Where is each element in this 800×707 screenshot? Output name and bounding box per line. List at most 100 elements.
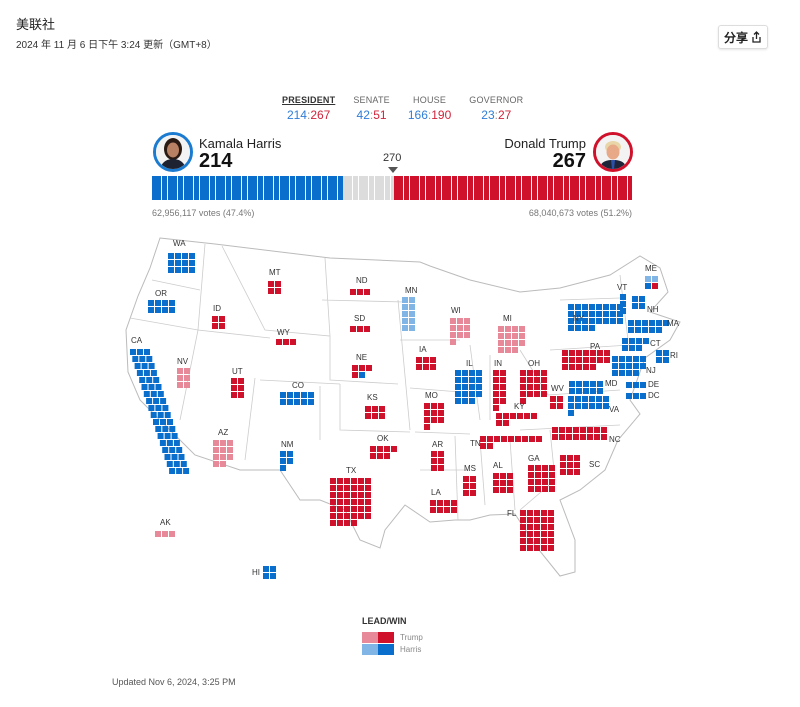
- state-wy[interactable]: [276, 339, 296, 345]
- state-nj[interactable]: [612, 356, 646, 376]
- state-wv[interactable]: [550, 396, 563, 409]
- electoral-tile: [227, 447, 233, 453]
- electoral-tile: [480, 436, 486, 442]
- state-mi[interactable]: [498, 326, 525, 353]
- state-il[interactable]: [455, 370, 482, 404]
- electoral-tile: [501, 436, 507, 442]
- electoral-tile: [457, 318, 463, 324]
- electoral-tile: [541, 531, 547, 537]
- state-co[interactable]: [280, 392, 314, 405]
- tab-senate[interactable]: SENATE 42:51: [353, 95, 390, 122]
- tab-house[interactable]: HOUSE 166:190: [407, 95, 452, 122]
- electoral-tile: [287, 458, 293, 464]
- state-ok[interactable]: [370, 446, 397, 459]
- electoral-tile: [559, 427, 565, 433]
- electoral-tile: [541, 377, 547, 383]
- electoral-tile: [596, 311, 602, 317]
- state-tx[interactable]: [330, 478, 371, 526]
- electoral-tile: [596, 304, 602, 310]
- electoral-tile: [663, 320, 669, 326]
- electoral-tile: [153, 398, 160, 404]
- state-nd[interactable]: [350, 289, 370, 295]
- electoral-tile: [567, 469, 573, 475]
- state-dc[interactable]: [626, 393, 646, 399]
- electoral-tile: [462, 384, 468, 390]
- state-sd[interactable]: [350, 326, 370, 332]
- state-ri[interactable]: [656, 350, 669, 363]
- electoral-tile: [640, 356, 646, 362]
- state-az[interactable]: [213, 440, 233, 467]
- state-mt[interactable]: [268, 281, 281, 294]
- electoral-tile: [626, 393, 632, 399]
- electoral-tile: [500, 398, 506, 404]
- state-mn[interactable]: [402, 297, 415, 331]
- tab-governor[interactable]: GOVERNOR 23:27: [469, 95, 524, 122]
- electoral-tile: [280, 465, 286, 471]
- state-nc[interactable]: [552, 427, 607, 440]
- electoral-tile: [520, 377, 526, 383]
- source-name: 美联社: [16, 17, 56, 32]
- electoral-tile: [534, 377, 540, 383]
- state-ga[interactable]: [528, 465, 555, 492]
- electoral-tile: [493, 487, 499, 493]
- state-ma[interactable]: [628, 320, 669, 333]
- trump-ev: 267: [552, 150, 586, 172]
- electoral-tile: [663, 357, 669, 363]
- state-va[interactable]: [568, 396, 609, 416]
- state-ut[interactable]: [231, 378, 244, 398]
- threshold-marker-icon: [388, 167, 398, 173]
- electoral-tile: [549, 472, 555, 478]
- state-ia[interactable]: [416, 357, 436, 370]
- electoral-tile: [519, 340, 525, 346]
- state-ak[interactable]: [155, 531, 175, 537]
- electoral-tile: [476, 370, 482, 376]
- state-tn[interactable]: [480, 436, 542, 449]
- state-me[interactable]: [645, 276, 658, 289]
- state-nh[interactable]: [632, 296, 645, 309]
- state-al[interactable]: [493, 473, 513, 493]
- electoral-tile: [619, 363, 625, 369]
- state-or[interactable]: [148, 300, 175, 313]
- electoral-tile: [587, 434, 593, 440]
- state-ca[interactable]: [130, 349, 190, 474]
- share-button[interactable]: 分享: [718, 25, 768, 49]
- state-ar[interactable]: [431, 451, 444, 471]
- electoral-tile: [344, 506, 350, 512]
- state-de[interactable]: [626, 382, 646, 388]
- electoral-tile: [541, 391, 547, 397]
- electoral-tile: [527, 538, 533, 544]
- state-nm[interactable]: [280, 451, 293, 471]
- state-hi[interactable]: [263, 566, 276, 579]
- state-in[interactable]: [493, 370, 506, 411]
- electoral-tile: [652, 276, 658, 282]
- electoral-tile: [268, 288, 274, 294]
- state-wi[interactable]: [450, 318, 470, 345]
- electoral-tile: [568, 318, 574, 324]
- state-pa[interactable]: [562, 350, 610, 370]
- state-md[interactable]: [569, 381, 603, 394]
- state-sc[interactable]: [560, 455, 580, 475]
- state-ne[interactable]: [352, 365, 372, 378]
- race-tabs: PRESIDENT 214:267 SENATE 42:51 HOUSE 166:19…: [282, 95, 523, 122]
- electoral-tile: [597, 388, 603, 394]
- electoral-tile: [148, 363, 155, 369]
- state-vt[interactable]: [620, 294, 626, 314]
- electoral-tile: [639, 296, 645, 302]
- state-ct[interactable]: [622, 338, 649, 351]
- state-ks[interactable]: [365, 406, 385, 419]
- state-id[interactable]: [212, 316, 225, 329]
- state-ky[interactable]: [496, 413, 537, 426]
- electoral-tile: [508, 436, 514, 442]
- state-nv[interactable]: [177, 368, 190, 388]
- state-mo[interactable]: [424, 403, 444, 430]
- state-label: NJ: [646, 366, 656, 375]
- tab-president[interactable]: PRESIDENT 214:267: [282, 95, 336, 122]
- state-la[interactable]: [430, 500, 457, 513]
- state-fl[interactable]: [520, 510, 554, 551]
- legend-harris-win-swatch: [378, 644, 394, 655]
- electoral-tile: [175, 253, 181, 259]
- electoral-tile: [308, 399, 314, 405]
- state-ms[interactable]: [463, 476, 476, 496]
- state-oh[interactable]: [520, 370, 547, 404]
- state-wa[interactable]: [168, 253, 195, 273]
